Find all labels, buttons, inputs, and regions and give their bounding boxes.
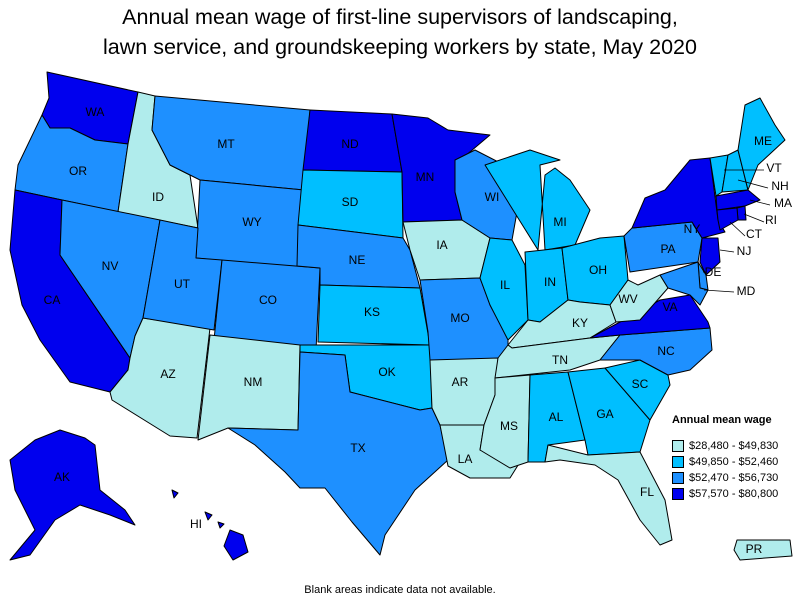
legend-item: $52,470 - $56,730	[672, 470, 800, 486]
state-label-nj: NJ	[737, 244, 752, 258]
state-label-ar: AR	[452, 375, 469, 389]
state-label-sd: SD	[342, 195, 359, 209]
state-hi[interactable]	[171, 489, 249, 561]
state-nj[interactable]	[699, 237, 721, 276]
state-label-ne: NE	[349, 253, 366, 267]
state-label-ct: CT	[746, 227, 763, 241]
legend-item: $49,850 - $52,460	[672, 454, 800, 470]
state-label-fl: FL	[640, 485, 654, 499]
state-label-nm: NM	[244, 375, 263, 389]
state-label-va: VA	[662, 300, 677, 314]
state-label-il: IL	[500, 278, 510, 292]
legend-label: $49,850 - $52,460	[689, 456, 779, 468]
state-labels: WA OR CA ID NV AZ MT WY UT CO NM ND SD NE KS OK TX MN IA MO…	[44, 105, 792, 556]
state-me[interactable]	[737, 97, 786, 191]
state-tx[interactable]	[227, 351, 449, 556]
legend-label: $28,480 - $49,830	[689, 440, 779, 452]
state-label-nh: NH	[771, 179, 788, 193]
legend-swatch	[672, 440, 684, 452]
state-label-ms: MS	[500, 419, 518, 433]
state-label-al: AL	[549, 410, 564, 424]
state-label-mn: MN	[416, 170, 435, 184]
footnote: Blank areas indicate data not available.	[304, 584, 496, 596]
state-label-sc: SC	[632, 377, 649, 391]
state-ak[interactable]	[9, 429, 136, 561]
legend-swatch	[672, 472, 684, 484]
state-mi[interactable]	[484, 149, 591, 251]
state-label-wv: WV	[618, 292, 637, 306]
state-ct[interactable]	[716, 207, 739, 231]
state-label-ga: GA	[596, 407, 613, 421]
state-label-nv: NV	[102, 259, 119, 273]
legend: Annual mean wage $28,480 - $49,830 $49,85…	[672, 414, 800, 502]
state-label-nc: NC	[657, 344, 675, 358]
state-label-vt: VT	[766, 161, 782, 175]
leader-line	[749, 199, 771, 206]
leader-line	[719, 249, 735, 253]
state-label-mt: MT	[217, 137, 235, 151]
state-label-wi: WI	[485, 190, 500, 204]
state-label-pr: PR	[746, 542, 763, 556]
state-ny[interactable]	[631, 157, 726, 239]
leader-line	[729, 221, 746, 237]
state-label-nd: ND	[341, 137, 359, 151]
state-label-ky: KY	[572, 316, 588, 330]
state-label-tx: TX	[350, 441, 365, 455]
state-label-hi: HI	[190, 517, 202, 531]
state-fl[interactable]	[544, 444, 673, 546]
state-label-or: OR	[69, 164, 87, 178]
state-label-az: AZ	[160, 367, 175, 381]
state-label-in: IN	[544, 275, 556, 289]
state-label-md: MD	[737, 284, 756, 298]
state-ma[interactable]	[715, 189, 761, 211]
state-az[interactable]	[109, 317, 211, 439]
state-label-co: CO	[259, 293, 277, 307]
legend-label: $52,470 - $56,730	[689, 472, 779, 484]
state-label-ia: IA	[436, 238, 447, 252]
leader-line	[743, 213, 765, 223]
leader-line	[737, 179, 769, 189]
state-label-de: DE	[705, 265, 722, 279]
state-label-mi: MI	[553, 215, 566, 229]
state-label-ks: KS	[364, 305, 380, 319]
state-pr[interactable]	[733, 539, 793, 561]
map-title: Annual mean wage of first-line superviso…	[0, 2, 800, 62]
state-label-ak: AK	[54, 470, 70, 484]
state-sc[interactable]	[604, 359, 671, 421]
state-label-wa: WA	[86, 105, 105, 119]
legend-item: $57,570 - $80,800	[672, 486, 800, 502]
state-label-ny: NY	[684, 222, 701, 236]
map-title-line-2: lawn service, and groundskeeping workers…	[103, 35, 697, 59]
state-ri[interactable]	[736, 205, 747, 221]
state-label-me: ME	[754, 134, 772, 148]
state-md[interactable]	[659, 261, 709, 306]
state-label-ut: UT	[174, 277, 191, 291]
state-label-wy: WY	[242, 215, 261, 229]
legend-item: $28,480 - $49,830	[672, 438, 800, 454]
state-label-tn: TN	[552, 353, 568, 367]
state-label-oh: OH	[589, 263, 607, 277]
state-label-la: LA	[458, 452, 473, 466]
state-label-id: ID	[152, 190, 164, 204]
state-label-pa: PA	[660, 242, 675, 256]
state-label-ca: CA	[44, 293, 61, 307]
state-label-ok: OK	[378, 365, 395, 379]
state-label-ma: MA	[774, 196, 792, 210]
legend-swatch	[672, 456, 684, 468]
state-label-ri: RI	[765, 213, 777, 227]
leader-line	[703, 289, 735, 293]
legend-title: Annual mean wage	[672, 414, 772, 426]
state-il[interactable]	[479, 237, 529, 341]
legend-label: $57,570 - $80,800	[689, 488, 779, 500]
state-label-mo: MO	[450, 311, 469, 325]
legend-swatch	[672, 488, 684, 500]
map-title-line-1: Annual mean wage of first-line superviso…	[122, 5, 678, 29]
